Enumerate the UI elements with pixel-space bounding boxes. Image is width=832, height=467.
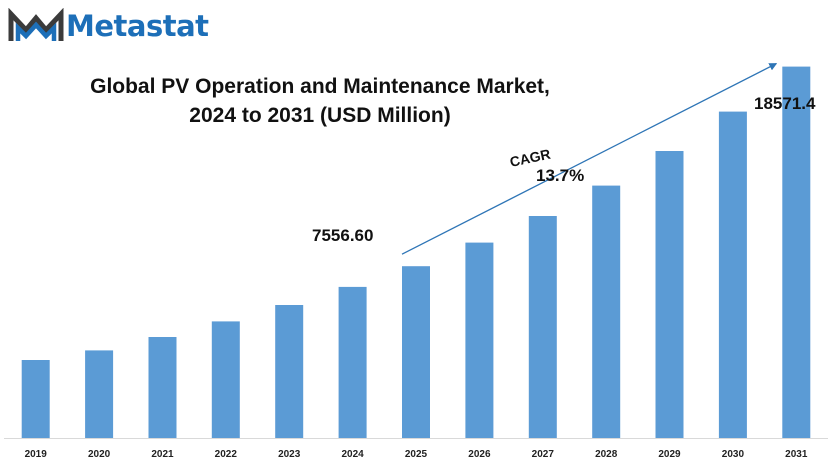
- mm-logo-icon: [8, 8, 64, 41]
- chart-title-block: Global PV Operation and Maintenance Mark…: [40, 72, 600, 130]
- chart-title: Global PV Operation and Maintenance Mark…: [90, 75, 550, 98]
- chart-subtitle: 2024 to 2031 (USD Million): [189, 104, 451, 127]
- bar-series: [21, 66, 811, 438]
- x-axis-ticks: 2019 2020 2021 2022 2023 2024 2025 2026 2027 2028…: [25, 449, 808, 460]
- growth-arrow: [401, 63, 778, 255]
- x-tick-label: 2030: [722, 449, 745, 460]
- x-tick-label: 2021: [151, 449, 174, 460]
- x-tick-label: 2029: [658, 449, 681, 460]
- x-tick-label: 2022: [215, 449, 238, 460]
- bar-2021: [148, 337, 177, 438]
- x-tick-label: 2024: [341, 449, 364, 460]
- bar-2029: [655, 151, 684, 438]
- bar-2027: [528, 216, 557, 438]
- x-tick-label: 2031: [785, 449, 808, 460]
- x-tick-label: 2027: [532, 449, 555, 460]
- cagr-value: 13.7%: [536, 166, 584, 185]
- bar-2030: [718, 111, 747, 438]
- bar-2020: [85, 350, 114, 438]
- bar-2026: [465, 242, 494, 438]
- brand-name: Metastat: [66, 9, 209, 43]
- bar-2019: [21, 360, 50, 438]
- bar-2031: [782, 66, 811, 438]
- x-tick-label: 2028: [595, 449, 618, 460]
- bar-2028: [592, 185, 621, 438]
- x-tick-label: 2026: [468, 449, 491, 460]
- end-value-label: 18571.4: [754, 94, 816, 113]
- x-tick-label: 2019: [25, 449, 48, 460]
- x-tick-label: 2023: [278, 449, 301, 460]
- bar-2025: [402, 266, 430, 438]
- brand-logo: Metastat: [8, 6, 209, 46]
- start-value-label: 7556.60: [312, 226, 373, 245]
- x-tick-label: 2020: [88, 449, 111, 460]
- x-tick-label: 2025: [405, 449, 428, 460]
- bar-2024: [338, 286, 367, 438]
- bar-2022: [211, 321, 240, 438]
- bar-2023: [275, 305, 304, 438]
